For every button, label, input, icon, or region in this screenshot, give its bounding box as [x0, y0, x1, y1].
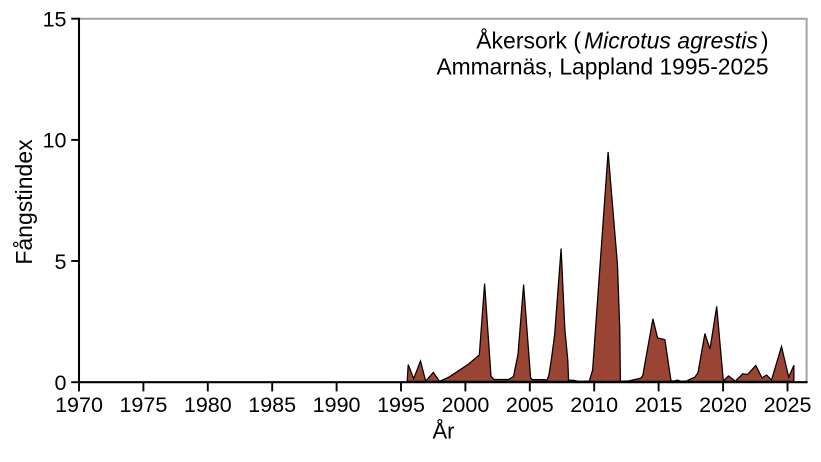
svg-text:2020: 2020	[699, 393, 747, 417]
svg-text:1985: 1985	[248, 393, 296, 417]
svg-text:1975: 1975	[119, 393, 167, 417]
svg-text:2000: 2000	[441, 393, 489, 417]
svg-text:1970: 1970	[55, 393, 103, 417]
svg-text:10: 10	[43, 129, 67, 153]
svg-text:Åkersork (Microtus agrestis): Åkersork (Microtus agrestis)	[476, 27, 768, 54]
svg-text:2025: 2025	[764, 393, 812, 417]
svg-text:1980: 1980	[184, 393, 232, 417]
svg-text:1990: 1990	[313, 393, 361, 417]
svg-text:2005: 2005	[506, 393, 554, 417]
svg-text:15: 15	[43, 8, 67, 32]
svg-text:2010: 2010	[570, 393, 618, 417]
svg-text:1995: 1995	[377, 393, 425, 417]
svg-text:År: År	[433, 419, 455, 444]
svg-text:Fångstindex: Fångstindex	[11, 139, 37, 265]
svg-text:2015: 2015	[635, 393, 683, 417]
svg-text:0: 0	[55, 371, 67, 395]
svg-text:Ammarnäs, Lappland 1995-2025: Ammarnäs, Lappland 1995-2025	[436, 54, 768, 80]
svg-text:5: 5	[55, 250, 67, 274]
